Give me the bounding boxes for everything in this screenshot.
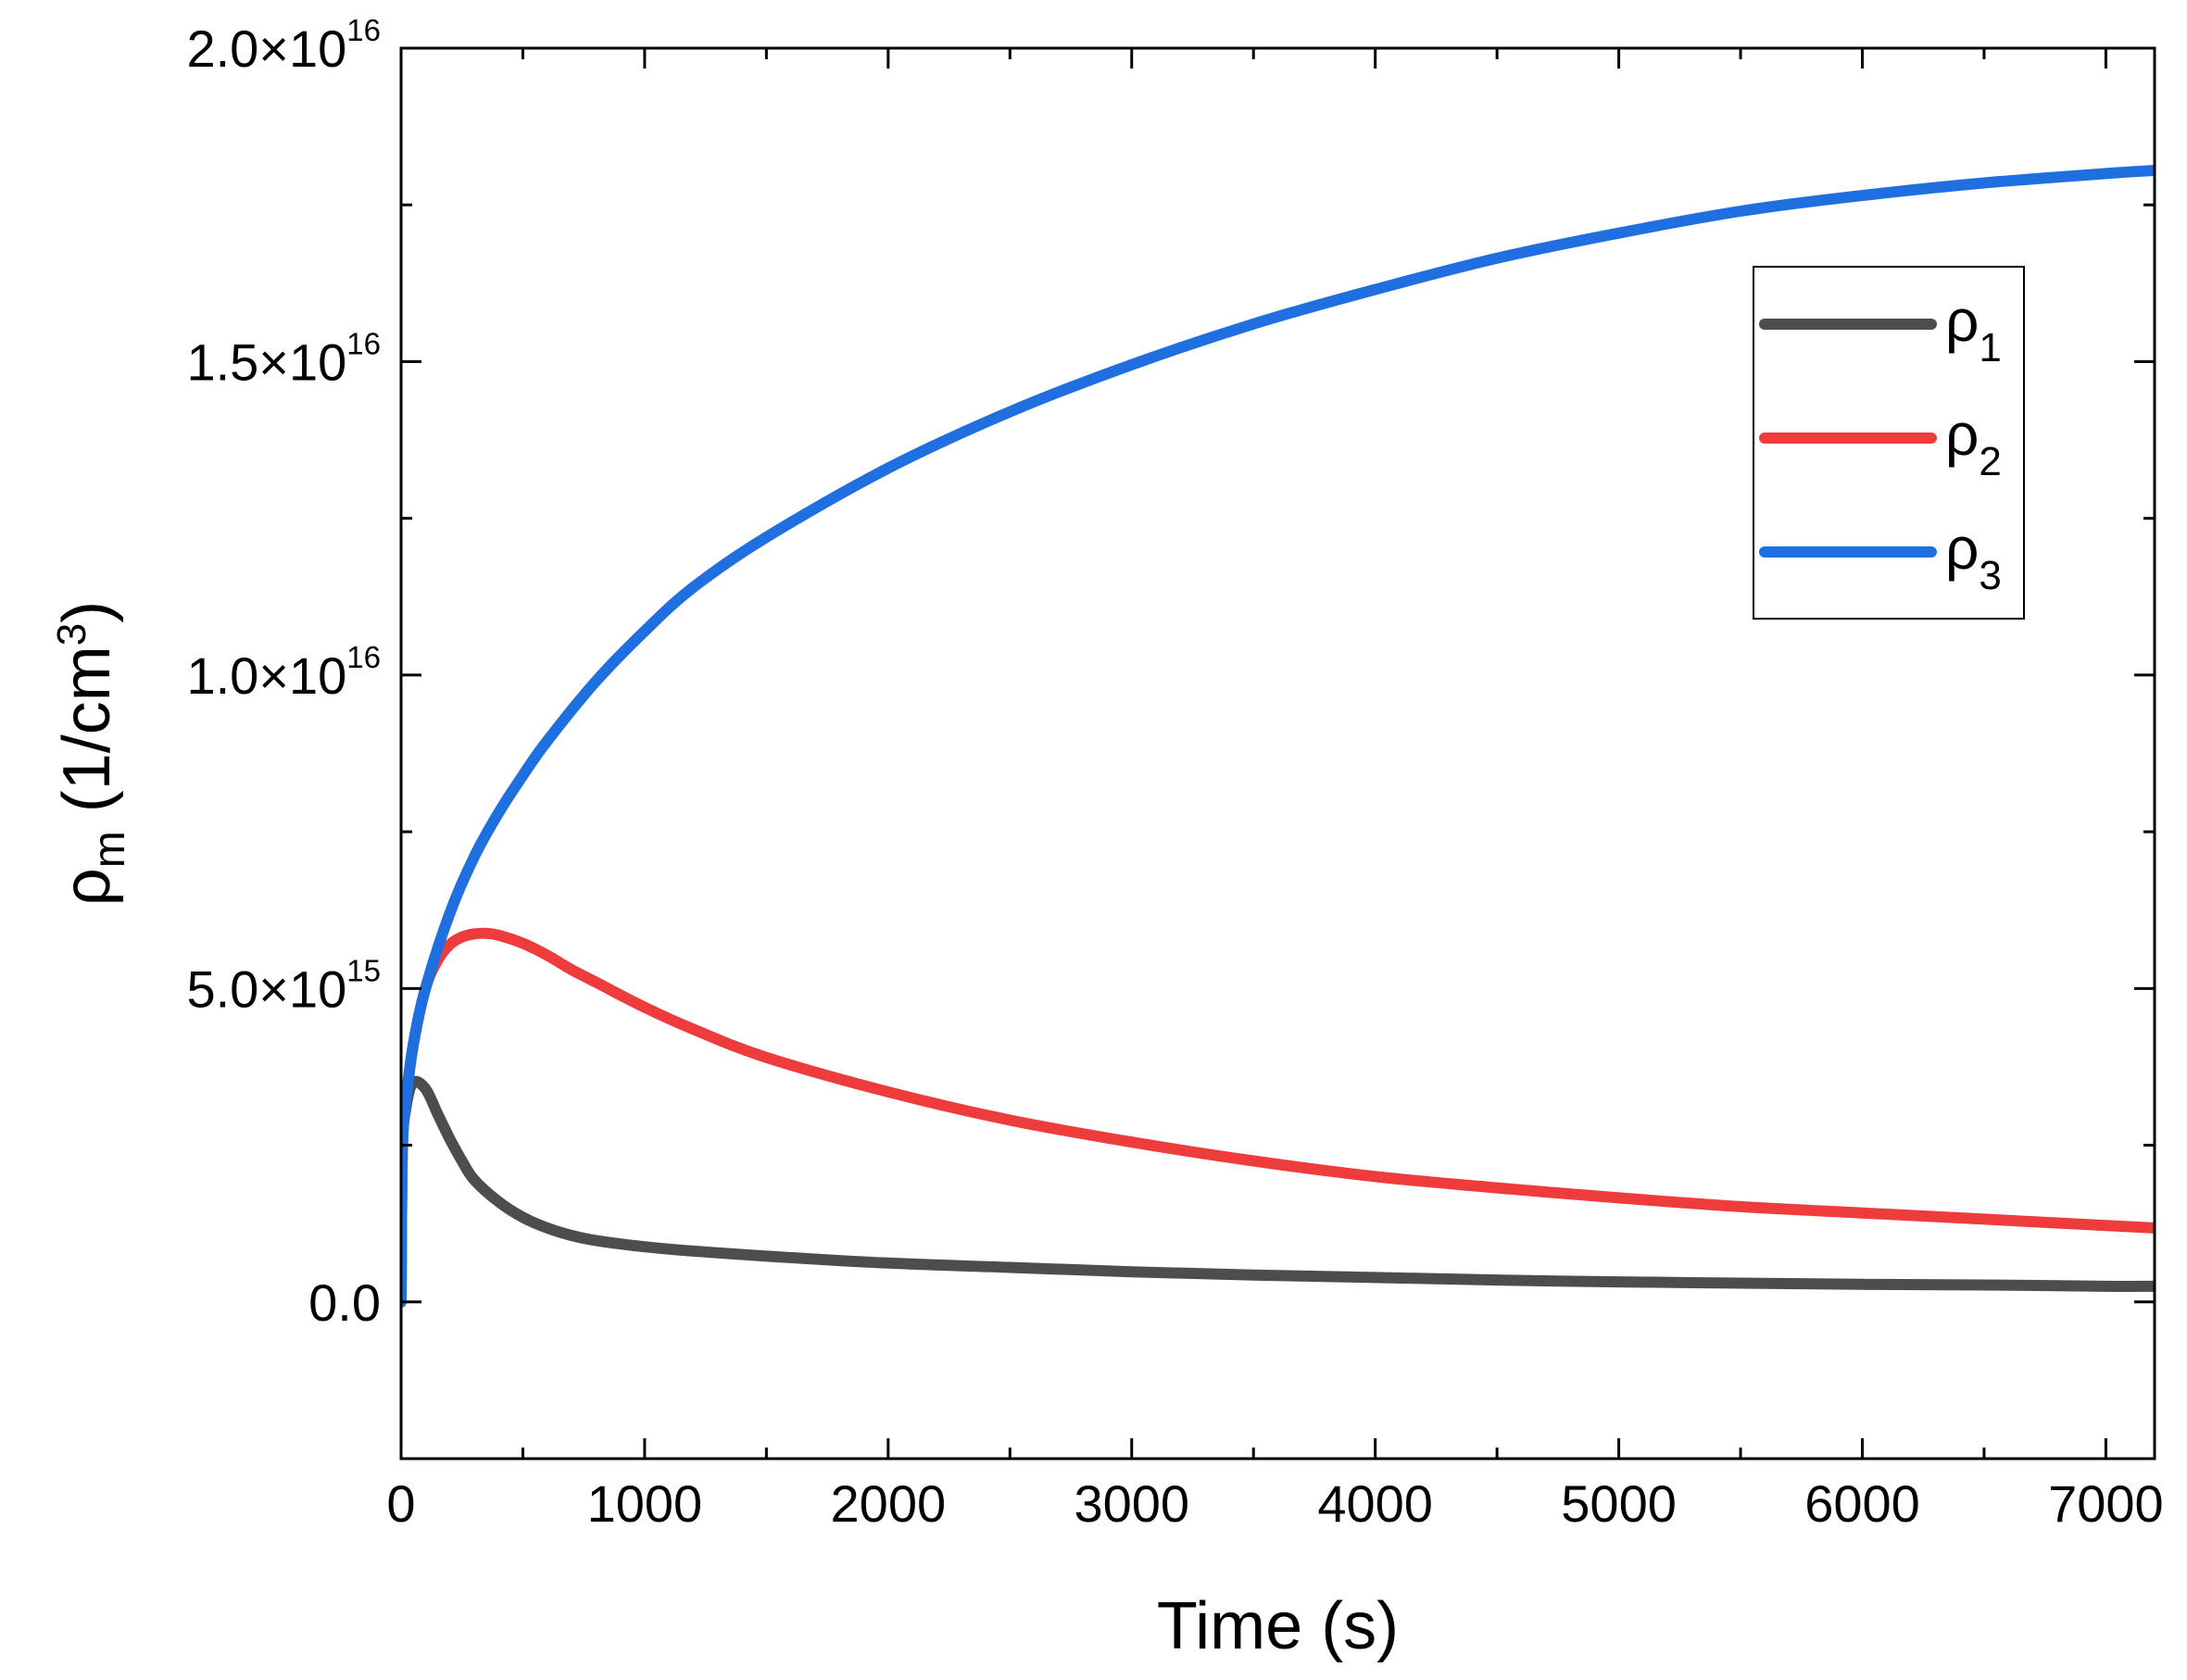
y-axis-unit-suffix: ) <box>50 601 124 623</box>
y-tick-label: 2.0×1016 <box>186 13 381 78</box>
x-tick-label: 3000 <box>1074 1474 1189 1533</box>
y-axis-unit-superscript: 3 <box>49 623 94 646</box>
y-tick-label: 1.5×1016 <box>186 326 381 391</box>
y-tick-exponent: 16 <box>346 13 381 47</box>
legend-label-rho3: ρ3 <box>1945 515 2002 598</box>
y-tick-label: 0.0 <box>308 1273 381 1332</box>
y-tick-mantissa: 1.5×10 <box>186 332 346 391</box>
y-tick-exponent: 15 <box>346 953 381 987</box>
legend-subscript: 2 <box>1979 439 2001 484</box>
plot-frame <box>399 46 2156 1461</box>
y-axis-subscript: m <box>85 831 134 868</box>
x-tick-label: 7000 <box>2048 1474 2164 1533</box>
y-tick-label: 1.0×1016 <box>186 640 381 705</box>
y-axis-unit-prefix: (1/cm <box>50 646 124 831</box>
legend-subscript: 1 <box>1979 325 2001 370</box>
x-tick-label: 0 <box>386 1474 415 1533</box>
y-tick-label: 5.0×1015 <box>186 953 381 1018</box>
y-tick-exponent: 16 <box>346 326 381 360</box>
legend-symbol: ρ <box>1945 287 1979 354</box>
y-axis-title: ρm (1/cm3) <box>49 601 134 906</box>
x-tick-label: 2000 <box>831 1474 947 1533</box>
series-layer <box>401 165 2155 1308</box>
legend-label-rho2: ρ2 <box>1945 401 2002 484</box>
legend-symbol: ρ <box>1945 515 1979 582</box>
y-tick-mantissa: 1.0×10 <box>186 646 346 705</box>
y-tick-exponent: 16 <box>346 640 381 674</box>
legend-symbol: ρ <box>1945 401 1979 468</box>
y-axis-symbol: ρ <box>50 868 124 906</box>
series-line-rho1 <box>401 1075 2155 1308</box>
ticks-layer <box>399 46 2155 1461</box>
y-tick-mantissa: 2.0×10 <box>186 19 346 78</box>
x-tick-label: 4000 <box>1317 1474 1433 1533</box>
x-axis-title: Time (s) <box>1157 1589 1399 1663</box>
legend-label-rho1: ρ1 <box>1945 287 2002 370</box>
y-tick-mantissa: 0.0 <box>308 1273 381 1332</box>
y-tick-mantissa: 5.0×10 <box>186 959 346 1018</box>
x-tick-label: 1000 <box>587 1474 703 1533</box>
x-tick-label: 6000 <box>1804 1474 1920 1533</box>
series-line-rho3 <box>401 165 2155 1308</box>
tick-labels: 0 1000 2000 3000 4000 5000 6000 70000.05.0×1015… <box>186 13 2163 1533</box>
x-tick-label: 5000 <box>1561 1474 1677 1533</box>
legend-subscript: 3 <box>1979 553 2001 598</box>
